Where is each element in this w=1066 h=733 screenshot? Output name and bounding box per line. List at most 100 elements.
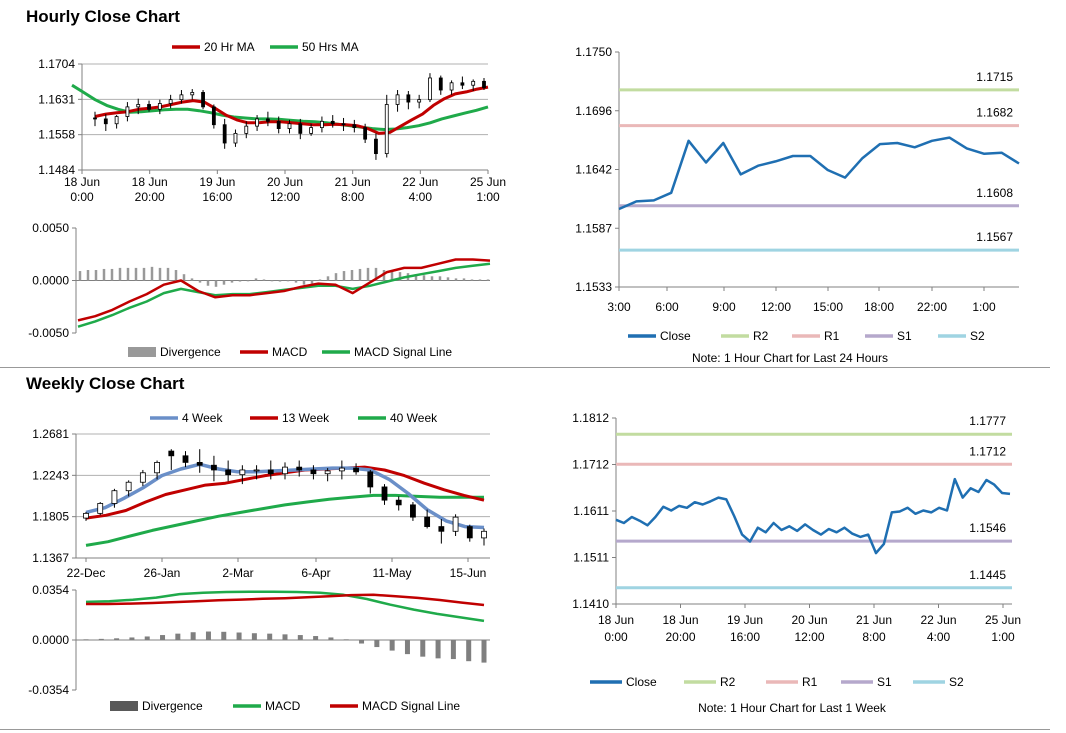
hp-xtick-label: 8:00	[341, 190, 365, 204]
hm-macd-line	[77, 258, 491, 322]
wp-candle	[267, 469, 274, 475]
w1-close-line	[615, 477, 1011, 555]
hp-candle	[309, 127, 314, 134]
hp-ytick-label: 1.1484	[38, 163, 75, 177]
hm-divergence-bar	[470, 279, 474, 281]
legend-macd-w-label: MACD	[265, 699, 301, 713]
wp-candle	[168, 450, 175, 457]
hm-divergence-bar	[438, 276, 442, 281]
wm-divergence-bar	[175, 633, 181, 640]
wp-ytick-label: 1.2243	[32, 468, 69, 482]
hm-divergence-bar	[326, 276, 330, 281]
wm-macd-line	[85, 590, 485, 623]
hp-candle	[363, 127, 368, 140]
wp-ytick-label: 1.1805	[32, 510, 69, 524]
hp-candle	[406, 94, 411, 103]
wm-divergence-bar	[343, 639, 349, 641]
wp-candle	[211, 464, 217, 471]
hm-divergence-bar	[398, 272, 402, 281]
h24-xtick-label: 15:00	[813, 300, 843, 314]
wp-xtick-label: 2-Mar	[222, 566, 253, 580]
hm-divergence-bar	[190, 278, 194, 281]
wp-xtick-label: 26-Jan	[144, 566, 181, 580]
wp-candle	[338, 467, 345, 472]
hp-xtick-label: 18 Jun	[132, 175, 168, 189]
wm-divergence-bar	[267, 633, 273, 640]
h24-xtick-label: 22:00	[917, 300, 947, 314]
wp-candle	[182, 455, 189, 463]
hm-signal-line	[77, 262, 491, 328]
hm-divergence-bar	[374, 267, 378, 281]
wp-candle	[225, 469, 232, 476]
h24-ytick-label: 1.1533	[575, 280, 612, 294]
hp-candle	[93, 117, 97, 120]
w1-xtick-label: 25 Jun	[985, 613, 1021, 627]
wp-candle	[438, 526, 445, 532]
hm-divergence-bar	[422, 275, 426, 281]
w1-level-label: 1.1445	[969, 568, 1006, 582]
wm-signal-line	[86, 593, 485, 607]
hp-xtick-label: 12:00	[270, 190, 300, 204]
hm-divergence-bar	[454, 278, 458, 281]
wm-ytick-label: 0.0354	[32, 583, 69, 597]
w1-xtick-label: 16:00	[730, 630, 760, 644]
h24-xtick-label: 12:00	[761, 300, 791, 314]
wm-divergence-bar	[374, 640, 380, 648]
wp-xtick-label: 6-Apr	[301, 566, 330, 580]
wm-divergence-bar	[420, 640, 426, 657]
w1-xtick-label: 20 Jun	[791, 613, 827, 627]
hm-divergence-bar	[302, 280, 306, 285]
hp-candle	[298, 123, 303, 134]
wm-divergence-bar	[114, 638, 120, 640]
hm-divergence-bar	[366, 267, 370, 281]
hm-divergence-bar	[238, 280, 242, 282]
hp-candle	[201, 92, 205, 108]
bottom-divider	[0, 729, 1050, 730]
legend-divergence-w-swatch	[110, 701, 138, 711]
w1-xtick-label: 0:00	[604, 630, 628, 644]
wm-divergence-bar	[144, 636, 150, 640]
wm-divergence-bar	[83, 639, 89, 641]
w1-ytick-label: 1.1511	[573, 551, 609, 565]
wm-divergence-bar	[328, 637, 334, 640]
hm-ytick-label: 0.0050	[32, 221, 69, 235]
h24-xtick-label: 6:00	[655, 300, 679, 314]
hp-xtick-label: 19 Jun	[199, 175, 235, 189]
hp-xtick-label: 22 Jun	[402, 175, 438, 189]
hm-divergence-bar	[310, 280, 314, 284]
w1-xtick-label: 20:00	[665, 630, 695, 644]
legend-r1-w1-label: R1	[802, 675, 818, 689]
w1-xtick-label: 12:00	[794, 630, 824, 644]
hm-divergence-bar	[478, 279, 482, 281]
wm-divergence-bar	[236, 632, 242, 640]
wp-ytick-label: 1.1367	[32, 551, 69, 565]
hm-divergence-bar	[390, 271, 394, 281]
legend-50hrs-ma-label: 50 Hrs MA	[302, 40, 359, 54]
wp-candle	[154, 462, 160, 474]
hm-divergence-bar	[486, 279, 490, 281]
hm-divergence-bar	[230, 280, 234, 283]
wp-xtick-label: 11-May	[372, 566, 411, 580]
hm-divergence-bar	[214, 280, 218, 287]
hm-divergence-bar	[198, 280, 202, 283]
wm-divergence-bar	[221, 631, 227, 640]
section-divider	[0, 367, 1050, 368]
hm-divergence-bar	[142, 267, 146, 281]
w1-xtick-label: 4:00	[927, 630, 951, 644]
hp-candle	[395, 94, 400, 105]
wp-candle	[424, 516, 431, 527]
w1-level-label: 1.1777	[969, 414, 1006, 428]
hp-candle	[460, 82, 465, 86]
hm-divergence-bar	[102, 268, 106, 281]
wm-divergence-bar	[282, 634, 288, 640]
wm-divergence-bar	[359, 640, 365, 644]
hp-xtick-label: 1:00	[476, 190, 500, 204]
h24-ytick-label: 1.1587	[575, 221, 612, 235]
wp-candle	[97, 503, 104, 514]
legend-40-week-label: 40 Week	[390, 411, 438, 425]
wp-candle	[353, 467, 359, 473]
hp-50hrs-ma-line	[71, 83, 489, 131]
wm-divergence-bar	[466, 640, 472, 662]
h24-level-label: 1.1608	[976, 186, 1013, 200]
hp-ytick-label: 1.1558	[38, 128, 75, 142]
